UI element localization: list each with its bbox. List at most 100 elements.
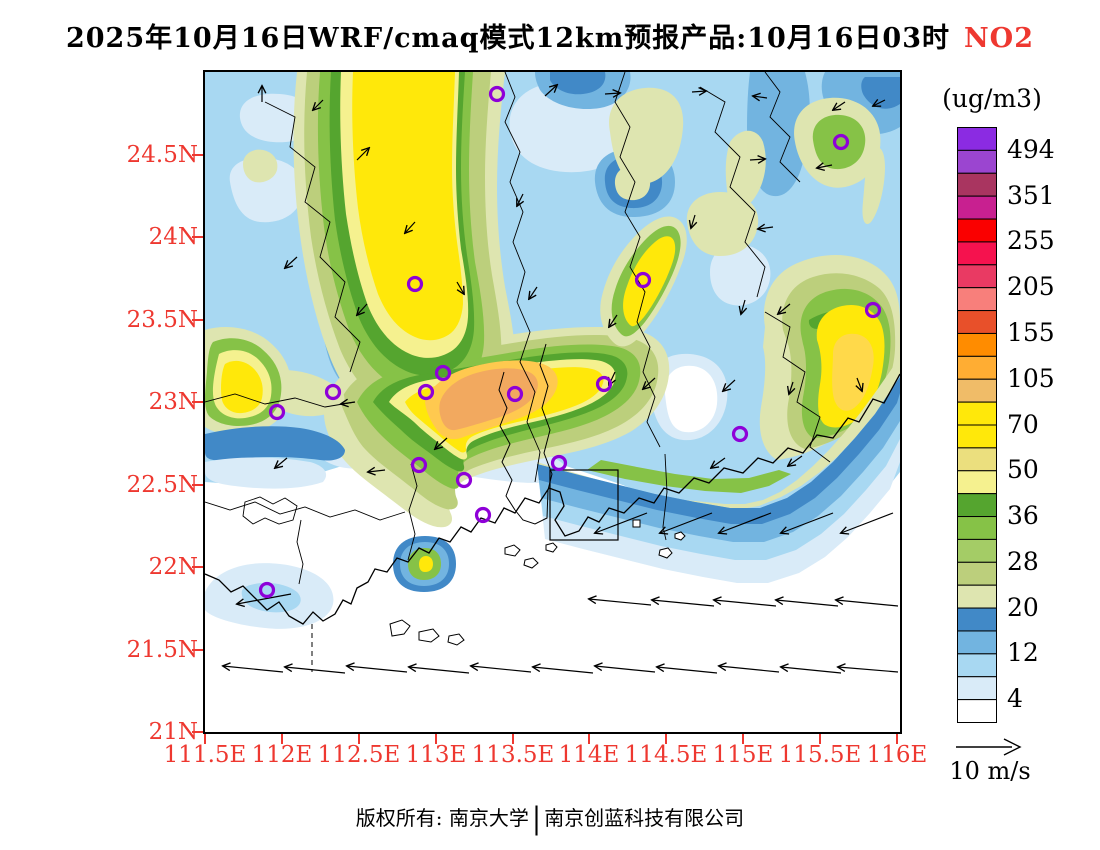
region-green-core-topright — [812, 114, 866, 170]
station-marker — [455, 471, 473, 489]
wind-arrow — [838, 667, 899, 673]
island — [418, 628, 440, 643]
wind-arrow — [313, 99, 324, 110]
colorbar-segment — [957, 149, 997, 174]
station-marker — [864, 301, 882, 319]
wind-arrow — [719, 666, 780, 673]
wind-arrow — [691, 91, 706, 92]
station-marker — [832, 133, 850, 151]
station-marker — [268, 403, 286, 421]
region-coast-land-olive-band — [537, 360, 900, 510]
colorbar-segment — [957, 218, 997, 243]
wind-arrow — [275, 457, 288, 468]
colorbar-value-label: 28 — [1007, 547, 1039, 576]
lat-tick-label: 23.5N — [126, 307, 198, 333]
wind-arrow — [609, 314, 618, 327]
wind-vector-field — [223, 85, 899, 674]
admin-boundary — [764, 311, 831, 463]
wind-arrow — [873, 100, 886, 106]
wind-arrow — [691, 214, 695, 228]
lat-tick-mark — [192, 401, 203, 404]
lat-tick-label: 21.5N — [126, 637, 198, 663]
wind-arrow — [857, 377, 862, 391]
footer-owner: 版权所有: 南京大学 — [355, 806, 529, 830]
station-markers — [258, 85, 882, 599]
colorbar — [957, 127, 997, 723]
wind-arrow — [788, 455, 803, 466]
station-marker — [474, 506, 492, 524]
copyright-footer: 版权所有: 南京大学 | 南京创蓝科技有限公司 — [0, 800, 1100, 836]
colorbar-segment — [957, 470, 997, 495]
region-deepblue-topedge — [550, 72, 606, 95]
river-line — [514, 489, 549, 525]
colorbar-value-label: 105 — [1007, 364, 1055, 393]
lat-tick-mark — [192, 731, 203, 734]
region-sea-ribbon-deep — [537, 377, 900, 524]
region-olive-strip-edge — [862, 147, 885, 224]
wind-arrow — [714, 600, 777, 607]
lon-tick-label: 113.5E — [471, 742, 555, 768]
footer-separator: | — [532, 800, 541, 836]
wind-arrow — [237, 593, 292, 604]
colorbar-segment — [957, 630, 997, 655]
wind-arrow — [285, 256, 298, 268]
wind-arrow — [833, 101, 846, 110]
lat-tick-label: 23N — [148, 389, 198, 415]
lat-tick-mark — [192, 319, 203, 322]
colorbar-value-label: 255 — [1007, 226, 1055, 255]
wind-arrow — [341, 402, 356, 404]
wind-arrow — [405, 221, 416, 233]
colorbar-segment — [957, 699, 997, 723]
concentration-map — [205, 72, 900, 732]
colorbar-unit-label: (ug/m3) — [942, 84, 1042, 113]
colorbar-value-label: 20 — [1007, 593, 1039, 622]
colorbar-segment — [957, 264, 997, 289]
region-islet-yellow-dot — [419, 556, 433, 572]
station-marker — [488, 85, 506, 103]
colorbar-value-label: 351 — [1007, 181, 1055, 210]
lon-tick-mark — [204, 734, 207, 744]
wind-arrow — [781, 667, 842, 674]
hongkong-box — [549, 469, 619, 541]
wind-arrow — [652, 600, 715, 607]
colorbar-segment — [957, 287, 997, 312]
station-marker — [434, 364, 452, 382]
lat-tick-label: 22N — [148, 554, 198, 580]
admin-boundary — [264, 101, 361, 373]
admin-boundary — [407, 463, 418, 561]
wind-arrow — [643, 377, 656, 389]
region-olive-nw-patch — [243, 149, 278, 183]
region-olive-topcenter-arm — [725, 130, 766, 207]
colorbar-value-label: 70 — [1007, 410, 1039, 439]
island — [658, 547, 673, 559]
admin-boundary — [205, 501, 406, 521]
colorbar-segment — [957, 332, 997, 357]
region-olive-topcenter-2 — [686, 192, 759, 257]
lat-tick-mark — [192, 566, 203, 569]
region-olive-topcenter-1 — [609, 87, 684, 185]
lat-tick-label: 24N — [148, 224, 198, 250]
wind-arrow — [723, 379, 736, 391]
colorbar-value-label: 50 — [1007, 455, 1039, 484]
lat-tick-label: 24.5N — [126, 142, 198, 168]
colorbar-value-label: 4 — [1007, 684, 1023, 713]
region-west-coast-deepband — [205, 426, 345, 461]
lon-tick-mark — [358, 734, 361, 744]
colorbar-value-label: 494 — [1007, 135, 1055, 164]
island — [632, 519, 641, 528]
island — [674, 531, 686, 541]
colorbar-segment — [957, 516, 997, 540]
lon-tick-mark — [588, 734, 591, 744]
island — [504, 544, 521, 557]
lat-tick-mark — [192, 649, 203, 652]
station-marker — [634, 271, 652, 289]
region-white-pocket — [664, 365, 718, 433]
map-frame — [203, 70, 902, 734]
lon-tick-mark — [435, 734, 438, 744]
lon-tick-mark — [512, 734, 515, 744]
wind-arrow — [836, 600, 899, 607]
wind-arrow — [595, 512, 648, 533]
wind-arrow — [841, 512, 894, 533]
colorbar-segment — [957, 538, 997, 563]
